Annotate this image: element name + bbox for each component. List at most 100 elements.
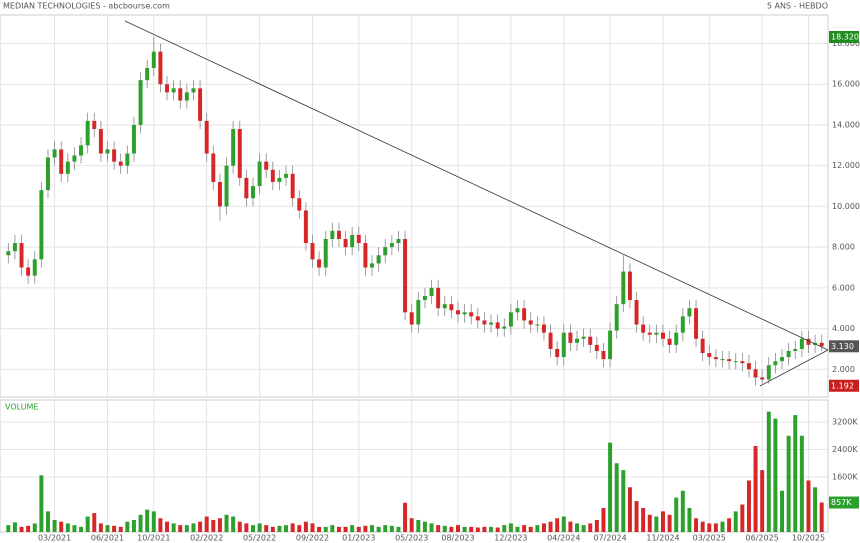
volume-bar bbox=[760, 470, 765, 532]
candle-body bbox=[330, 230, 335, 239]
candle-body bbox=[515, 308, 520, 313]
volume-bar bbox=[456, 525, 460, 532]
candle-body bbox=[456, 310, 460, 315]
volume-bar bbox=[508, 523, 513, 532]
candle-body bbox=[462, 312, 467, 315]
volume-bar bbox=[416, 519, 421, 532]
volume-panel bbox=[0, 399, 829, 533]
volume-bar bbox=[403, 502, 408, 532]
candle-body bbox=[158, 51, 163, 85]
candle-body bbox=[244, 177, 249, 199]
x-tick-label: 08/2023 bbox=[441, 534, 474, 543]
volume-bar bbox=[46, 511, 50, 532]
volume-bar bbox=[131, 519, 136, 532]
candle-body bbox=[217, 181, 222, 207]
volume-bar bbox=[277, 525, 282, 532]
candle-body bbox=[422, 296, 427, 301]
volume-bar bbox=[700, 521, 705, 532]
volume-bar bbox=[601, 507, 606, 532]
value-marker-label: 18.320 bbox=[831, 32, 859, 41]
volume-bar bbox=[178, 525, 183, 532]
candle-body bbox=[621, 271, 626, 305]
candle-body bbox=[151, 51, 156, 68]
candle-body bbox=[389, 243, 394, 248]
candle-body bbox=[79, 145, 84, 156]
candle-body bbox=[740, 361, 745, 364]
candle-body bbox=[674, 332, 679, 345]
volume-bar bbox=[528, 526, 533, 532]
candle-body bbox=[171, 88, 176, 93]
volume-bar bbox=[720, 521, 725, 532]
candle-body bbox=[575, 338, 579, 343]
candle-body bbox=[548, 332, 553, 349]
volume-bar bbox=[641, 507, 646, 532]
candle-body bbox=[191, 88, 196, 93]
volume-bar bbox=[469, 526, 474, 532]
value-marker bbox=[829, 30, 859, 43]
volume-bar bbox=[184, 525, 189, 532]
y-tick-label: 6.000 bbox=[832, 283, 855, 292]
volume-bar bbox=[370, 525, 374, 532]
candle-body bbox=[766, 365, 771, 380]
candle-body bbox=[131, 124, 136, 154]
candle-body bbox=[429, 287, 434, 297]
volume-bar bbox=[317, 526, 322, 532]
candle-body bbox=[469, 312, 474, 317]
volume-bar bbox=[740, 504, 745, 532]
volume-bar bbox=[26, 525, 31, 532]
volume-bar bbox=[59, 521, 64, 532]
candle-body bbox=[138, 80, 143, 125]
candle-body bbox=[773, 361, 778, 366]
volume-bar bbox=[105, 525, 110, 532]
volume-bar bbox=[581, 525, 586, 532]
volume-bar bbox=[489, 526, 494, 532]
volume-bar bbox=[224, 514, 229, 532]
candle-body bbox=[502, 326, 507, 329]
volume-bar bbox=[654, 516, 659, 532]
volume-bar bbox=[429, 523, 434, 532]
candle-body bbox=[627, 271, 632, 301]
candle-body bbox=[753, 369, 758, 378]
candle-body bbox=[436, 287, 441, 309]
value-marker bbox=[829, 379, 859, 392]
volume-bar bbox=[112, 525, 117, 532]
candle-body bbox=[277, 177, 282, 182]
candle-body bbox=[336, 230, 341, 239]
volume-bar bbox=[568, 521, 573, 532]
x-tick-label: 06/2021 bbox=[91, 534, 124, 543]
candle-body bbox=[356, 234, 361, 244]
volume-bar bbox=[79, 526, 84, 532]
volume-bar bbox=[138, 514, 143, 532]
x-tick-label: 04/2024 bbox=[547, 534, 580, 543]
candle-body bbox=[687, 308, 692, 317]
candle-body bbox=[707, 353, 712, 358]
y-tick-label: 10.000 bbox=[832, 202, 860, 211]
candle-body bbox=[786, 350, 791, 358]
volume-bar bbox=[39, 475, 44, 532]
y-tick-label: 2.000 bbox=[832, 365, 855, 374]
candle-body bbox=[92, 120, 97, 130]
candle-body bbox=[614, 304, 619, 331]
candle-body bbox=[634, 300, 639, 325]
candle-body bbox=[720, 359, 725, 361]
candle-body bbox=[700, 338, 705, 354]
candle-body bbox=[284, 173, 289, 178]
volume-bar bbox=[541, 523, 546, 532]
volume-bar bbox=[376, 526, 381, 532]
candle-body bbox=[780, 357, 784, 362]
volume-bar bbox=[171, 523, 176, 532]
trend-line bbox=[759, 349, 829, 387]
volume-bar bbox=[694, 518, 699, 532]
candle-body bbox=[647, 332, 652, 335]
volume-bar bbox=[191, 523, 196, 532]
value-marker bbox=[829, 340, 859, 353]
candle-body bbox=[350, 234, 355, 248]
candle-body bbox=[727, 359, 732, 362]
x-tick-label: 10/2025 bbox=[792, 534, 825, 543]
x-tick-label: 11/2024 bbox=[646, 534, 679, 543]
volume-bar bbox=[746, 480, 751, 532]
candle-body bbox=[799, 338, 804, 349]
volume-bar bbox=[297, 525, 302, 532]
y-tick-label: 14.000 bbox=[832, 120, 860, 129]
y-tick-label: 16.000 bbox=[832, 80, 860, 89]
